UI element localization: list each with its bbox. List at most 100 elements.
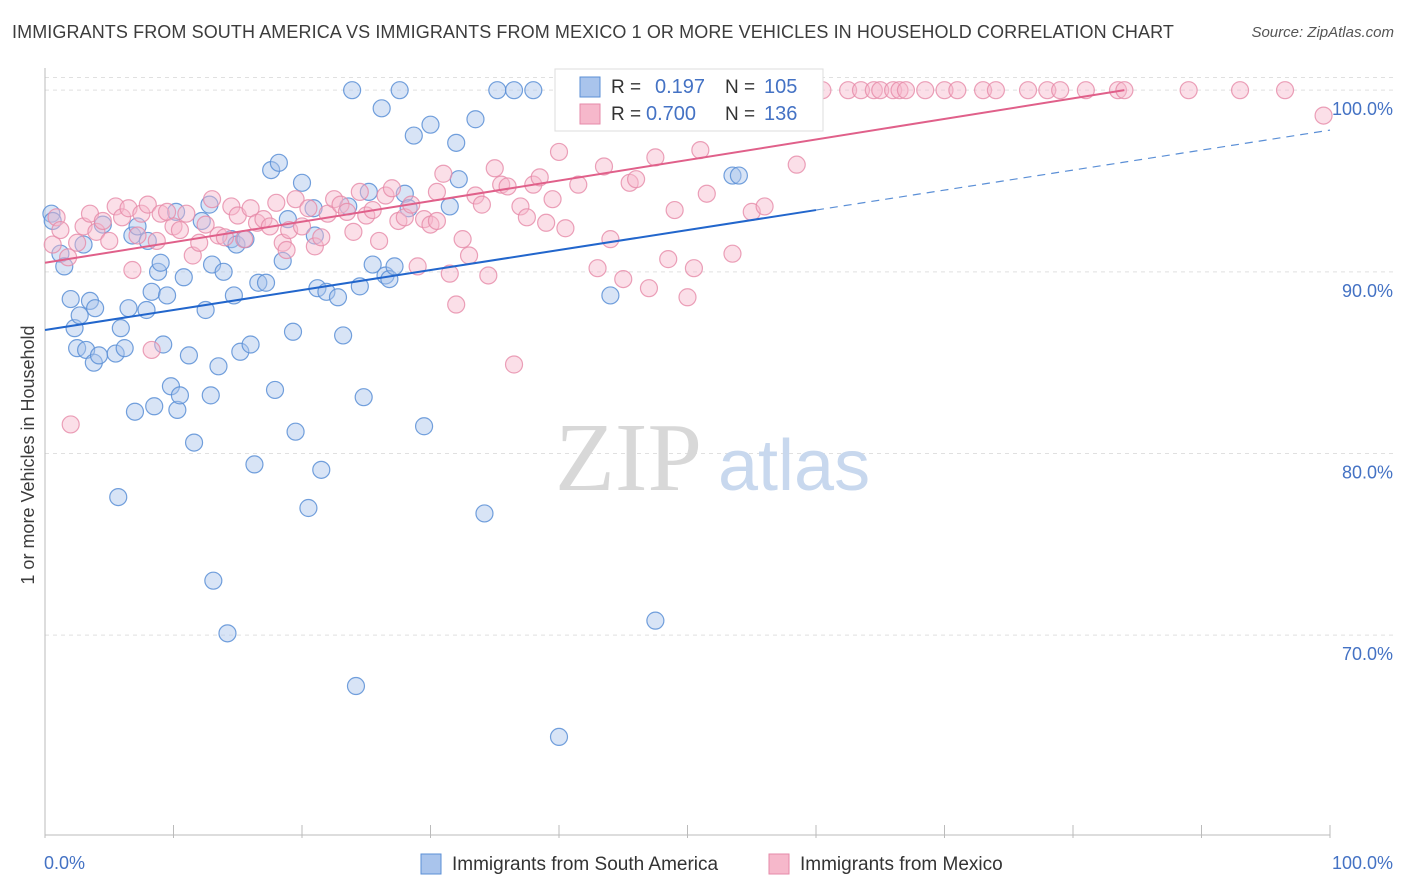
x-tick-label: 0.0% [44, 853, 85, 873]
data-point-south-america [385, 257, 404, 276]
data-point-south-america [354, 388, 373, 407]
data-point-mexico [128, 226, 147, 245]
y-tick-label: 90.0% [1342, 281, 1393, 301]
y-tick-label: 80.0% [1342, 463, 1393, 483]
chart-title: IMMIGRANTS FROM SOUTH AMERICA VS IMMIGRA… [12, 22, 1174, 42]
data-point-mexico [1275, 81, 1295, 100]
data-point-mexico [871, 81, 890, 100]
data-point-south-america [488, 81, 507, 100]
data-point-south-america [89, 346, 109, 365]
data-point-south-america [262, 161, 281, 180]
data-point-south-america [404, 126, 423, 145]
data-point-mexico [1108, 81, 1128, 100]
legend-r-value-pink: 0.700 [646, 103, 696, 125]
data-point-mexico [839, 81, 858, 100]
data-point-south-america [549, 727, 569, 747]
data-point-mexico [459, 246, 479, 265]
data-point-mexico [215, 228, 234, 247]
data-point-mexico [723, 244, 742, 263]
data-point-mexico [142, 340, 161, 360]
data-point-mexico [498, 177, 517, 196]
data-point-mexico [678, 288, 697, 307]
data-point-mexico [151, 204, 170, 223]
x-tick-label: 100.0% [1332, 853, 1393, 873]
watermark-atlas: atlas [718, 426, 870, 506]
trend-line-south-america-extension [815, 129, 1331, 211]
data-point-mexico [1018, 81, 1038, 100]
data-point-mexico [684, 259, 704, 278]
data-point-mexico [530, 168, 549, 187]
data-point-mexico [543, 190, 562, 209]
data-point-south-america [241, 335, 260, 354]
trend-lines [44, 89, 1331, 331]
data-point-mexico [948, 81, 967, 100]
data-point-mexico [588, 259, 607, 278]
data-point-south-america [168, 400, 187, 419]
legend-n-value-pink: 136 [764, 103, 797, 125]
legend-n-label-pink: N = [725, 104, 755, 125]
data-point-south-america [119, 299, 138, 318]
data-point-south-america [312, 460, 331, 479]
data-point-south-america [142, 282, 161, 301]
data-point-mexico [916, 81, 935, 100]
data-point-south-america [55, 257, 74, 276]
data-point-south-america [601, 286, 620, 305]
data-point-south-america [343, 81, 362, 100]
series-legend: Immigrants from South America Immigrants… [420, 853, 1003, 875]
data-point-south-america [68, 339, 87, 358]
data-point-south-america [231, 342, 250, 361]
data-point-mexico [556, 219, 575, 238]
data-point-south-america [466, 110, 485, 129]
data-point-mexico [196, 215, 215, 234]
bottom-legend-label-blue: Immigrants from South America [452, 854, 719, 875]
data-point-mexico [787, 155, 806, 174]
y-tick-label: 100.0% [1332, 99, 1393, 119]
watermark-zip: ZIP [555, 404, 702, 512]
data-point-mexico [337, 202, 357, 221]
y-axis-label: 1 or more Vehicles in Household [18, 325, 38, 584]
data-point-mexico [697, 184, 716, 203]
legend-n-label-blue: N = [725, 77, 755, 98]
data-point-south-america [449, 170, 468, 189]
data-point-mexico [370, 231, 389, 251]
data-point-mexico [344, 222, 363, 241]
data-point-mexico [147, 231, 166, 251]
data-point-south-america [214, 262, 233, 281]
data-point-south-america [154, 335, 173, 354]
chart-source: Source: ZipAtlas.com [1251, 24, 1394, 41]
data-point-south-america [286, 422, 305, 441]
data-point-mexico [235, 230, 254, 249]
data-point-mexico [1038, 81, 1057, 100]
series-mexico-points [43, 81, 1333, 434]
data-point-south-america [504, 81, 524, 100]
data-point-south-america [729, 166, 749, 185]
data-point-south-america [265, 380, 285, 400]
data-point-mexico [331, 195, 350, 214]
data-point-south-america [204, 571, 223, 590]
data-point-south-america [414, 417, 434, 436]
data-point-south-america [723, 166, 742, 185]
data-point-mexico [973, 81, 993, 100]
data-point-south-america [209, 357, 228, 376]
data-point-mexico [851, 81, 871, 100]
data-point-mexico [123, 260, 142, 280]
data-point-mexico [350, 182, 369, 201]
data-point-south-america [218, 624, 237, 643]
data-point-mexico [659, 250, 678, 269]
data-point-mexico [511, 197, 530, 216]
data-point-mexico [986, 81, 1006, 100]
data-point-mexico [755, 197, 774, 216]
legend-swatch-blue [579, 76, 601, 98]
data-point-south-america [372, 99, 391, 118]
data-point-mexico [665, 200, 684, 220]
data-point-mexico [299, 199, 318, 218]
data-point-mexico [440, 264, 459, 283]
data-point-south-america [256, 273, 276, 292]
data-point-south-america [151, 253, 170, 272]
data-point-mexico [883, 81, 903, 100]
trend-line-mexico [44, 89, 1125, 264]
bottom-legend-swatch-blue [420, 853, 442, 875]
data-point-south-america [61, 289, 80, 309]
data-point-mexico [267, 193, 286, 212]
